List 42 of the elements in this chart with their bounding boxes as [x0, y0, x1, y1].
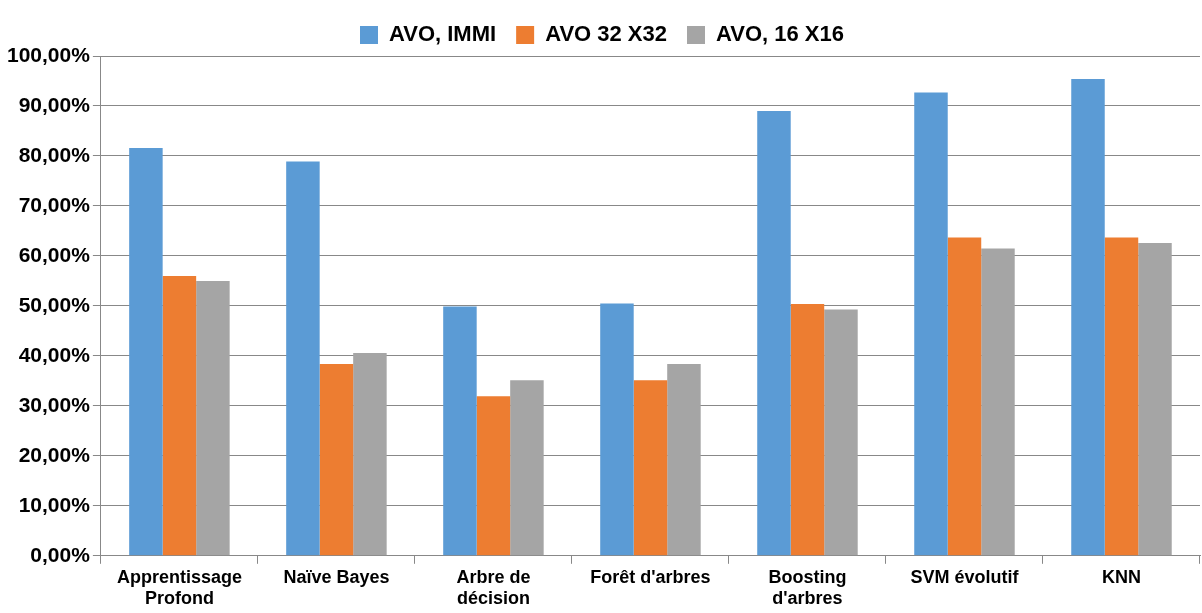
y-tick-label: 10,00% — [18, 492, 91, 516]
bar — [162, 275, 197, 556]
bar — [947, 237, 982, 556]
y-tick-label: 100,00% — [7, 42, 91, 66]
y-tick-label: 30,00% — [18, 392, 91, 416]
legend-label: AVO 32 X32 — [545, 21, 668, 47]
legend-label: AVO, 16 X16 — [716, 21, 845, 47]
y-tick-label: 60,00% — [18, 242, 91, 266]
legend-label: AVO, IMMI — [388, 21, 497, 47]
bar — [129, 147, 163, 556]
x-tick-label: Arbre de décision — [456, 566, 531, 609]
bar — [286, 161, 320, 556]
y-tick-label: 0,00% — [30, 542, 91, 566]
bar — [1071, 78, 1105, 556]
y-tick-label: 20,00% — [18, 442, 91, 466]
bar — [1138, 242, 1172, 556]
y-tick-label: 90,00% — [18, 92, 91, 116]
bar — [319, 363, 354, 556]
x-tick-label: Boosting d'arbres — [768, 566, 847, 609]
bar — [196, 280, 230, 556]
bar — [824, 309, 858, 556]
bar — [353, 352, 387, 556]
y-tick-label: 70,00% — [18, 192, 91, 216]
bar — [443, 306, 477, 556]
bar — [667, 363, 701, 556]
y-tick-label: 80,00% — [18, 142, 91, 166]
bar — [790, 303, 825, 556]
bar — [476, 396, 511, 556]
x-tick-label: Apprentissage Profond — [116, 566, 242, 609]
x-tick-label: KNN — [1101, 566, 1141, 587]
bar — [510, 380, 544, 556]
x-tick-label: Forêt d'arbres — [590, 566, 711, 587]
x-tick-label: SVM évolutif — [910, 566, 1020, 587]
bar — [757, 110, 791, 556]
bar — [1104, 237, 1139, 556]
bar — [981, 248, 1015, 556]
bar — [600, 303, 634, 556]
x-tick-label: Naïve Bayes — [283, 566, 390, 587]
y-tick-label: 50,00% — [18, 292, 91, 316]
bar — [633, 380, 668, 556]
y-tick-label: 40,00% — [18, 342, 91, 366]
bar — [914, 92, 948, 556]
